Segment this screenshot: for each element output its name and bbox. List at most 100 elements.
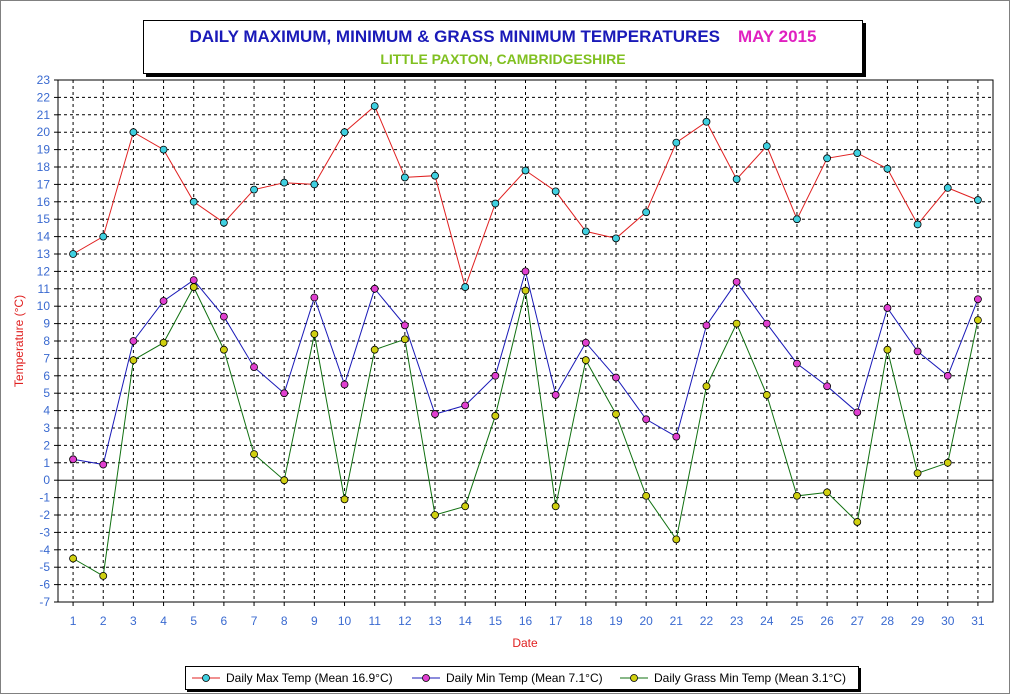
data-point-grass (943, 458, 952, 467)
chart-month: MAY 2015 (738, 27, 817, 46)
data-point-min (69, 455, 77, 464)
y-tick-label: -4 (39, 543, 50, 557)
data-point-min (99, 460, 108, 469)
data-point-min (551, 391, 560, 399)
data-point-max (400, 173, 409, 182)
data-point-max (431, 171, 439, 180)
data-point-grass (99, 572, 108, 580)
legend-entry-min: Daily Min Temp (Mean 7.1°C) (412, 671, 603, 685)
data-point-max (642, 208, 651, 217)
y-tick-label: 23 (37, 73, 51, 87)
data-point-max (189, 197, 198, 206)
data-point-grass (129, 356, 138, 365)
data-point-grass (521, 286, 530, 295)
y-tick-label: -1 (39, 491, 50, 505)
data-point-max (280, 178, 289, 187)
data-point-grass (340, 495, 349, 504)
data-point-grass (732, 319, 741, 328)
x-tick-label: 18 (579, 614, 593, 628)
y-tick-label: 7 (43, 351, 50, 365)
data-point-grass (370, 345, 379, 354)
data-point-max (340, 128, 349, 137)
x-tick-label: 9 (311, 614, 318, 628)
y-tick-label: 19 (37, 143, 51, 157)
y-tick-label: 9 (43, 317, 50, 331)
data-point-max (129, 128, 138, 137)
data-point-grass (883, 345, 892, 354)
data-point-min (702, 321, 711, 330)
data-point-min (431, 410, 439, 418)
data-point-max (702, 117, 711, 126)
data-point-min (310, 293, 319, 302)
x-tick-label: 21 (670, 614, 684, 628)
x-tick-label: 11 (368, 614, 381, 628)
data-point-grass (853, 518, 862, 526)
data-point-max (974, 196, 982, 204)
data-point-max (913, 220, 922, 229)
data-point-min (340, 380, 349, 389)
y-tick-label: -5 (39, 560, 50, 574)
y-tick-label: 21 (37, 108, 51, 122)
data-point-min (883, 304, 892, 312)
data-point-min (732, 277, 741, 286)
y-tick-label: 15 (37, 212, 51, 226)
data-point-min (219, 312, 228, 321)
x-tick-label: 4 (160, 614, 167, 628)
data-point-max (491, 199, 500, 208)
x-tick-label: 1 (70, 614, 77, 628)
data-point-min (913, 347, 922, 356)
x-tick-label: 30 (941, 614, 955, 628)
data-point-max (521, 166, 530, 175)
y-tick-label: 17 (37, 177, 51, 191)
data-point-max (943, 183, 952, 192)
data-point-min (762, 319, 771, 328)
x-tick-label: 8 (281, 614, 288, 628)
y-tick-label: 2 (43, 438, 50, 452)
data-point-grass (702, 382, 711, 391)
x-tick-label: 22 (700, 614, 714, 628)
data-point-min (943, 371, 952, 380)
x-tick-label: 26 (820, 614, 834, 628)
data-point-min (400, 321, 409, 330)
data-point-min (823, 382, 832, 391)
x-tick-label: 27 (851, 614, 865, 628)
x-tick-label: 16 (519, 614, 533, 628)
y-tick-label: 14 (37, 230, 51, 244)
y-tick-label: 5 (43, 386, 50, 400)
x-tick-label: 13 (428, 614, 442, 628)
data-point-max (762, 142, 771, 151)
y-tick-label: 11 (38, 282, 51, 296)
x-tick-label: 20 (639, 614, 653, 628)
data-point-min (159, 297, 168, 305)
data-point-grass (189, 283, 198, 291)
y-tick-label: 3 (43, 421, 50, 435)
chart-title: DAILY MAXIMUM, MINIMUM & GRASS MINIMUM T… (189, 27, 720, 46)
data-point-min (461, 401, 470, 410)
legend: Daily Max Temp (Mean 16.9°C) Daily Min T… (185, 666, 859, 690)
y-tick-label: -2 (39, 508, 50, 522)
chart-subtitle: LITTLE PAXTON, CAMBRIDGESHIRE (380, 51, 626, 67)
data-point-max (581, 227, 590, 236)
x-tick-label: 6 (221, 614, 228, 628)
y-tick-label: 12 (37, 264, 51, 278)
data-point-max (370, 102, 379, 110)
data-point-min (370, 284, 379, 293)
data-point-min (612, 373, 620, 382)
data-point-min (672, 432, 681, 441)
x-tick-label: 17 (549, 614, 563, 628)
data-point-max (69, 250, 77, 258)
data-point-grass (400, 335, 409, 344)
data-point-max (672, 138, 681, 147)
y-tick-label: 18 (37, 160, 51, 174)
legend-label-max: Daily Max Temp (Mean 16.9°C) (226, 671, 393, 685)
x-tick-label: 7 (251, 614, 258, 628)
x-axis-label: Date (512, 636, 538, 650)
y-tick-label: 6 (43, 369, 50, 383)
legend-label-grass: Daily Grass Min Temp (Mean 3.1°C) (654, 671, 846, 685)
x-tick-label: 2 (100, 614, 107, 628)
title-box: DAILY MAXIMUM, MINIMUM & GRASS MINIMUM T… (143, 20, 863, 74)
data-point-max (219, 218, 228, 227)
data-point-max (461, 283, 470, 291)
data-point-min (189, 276, 198, 285)
